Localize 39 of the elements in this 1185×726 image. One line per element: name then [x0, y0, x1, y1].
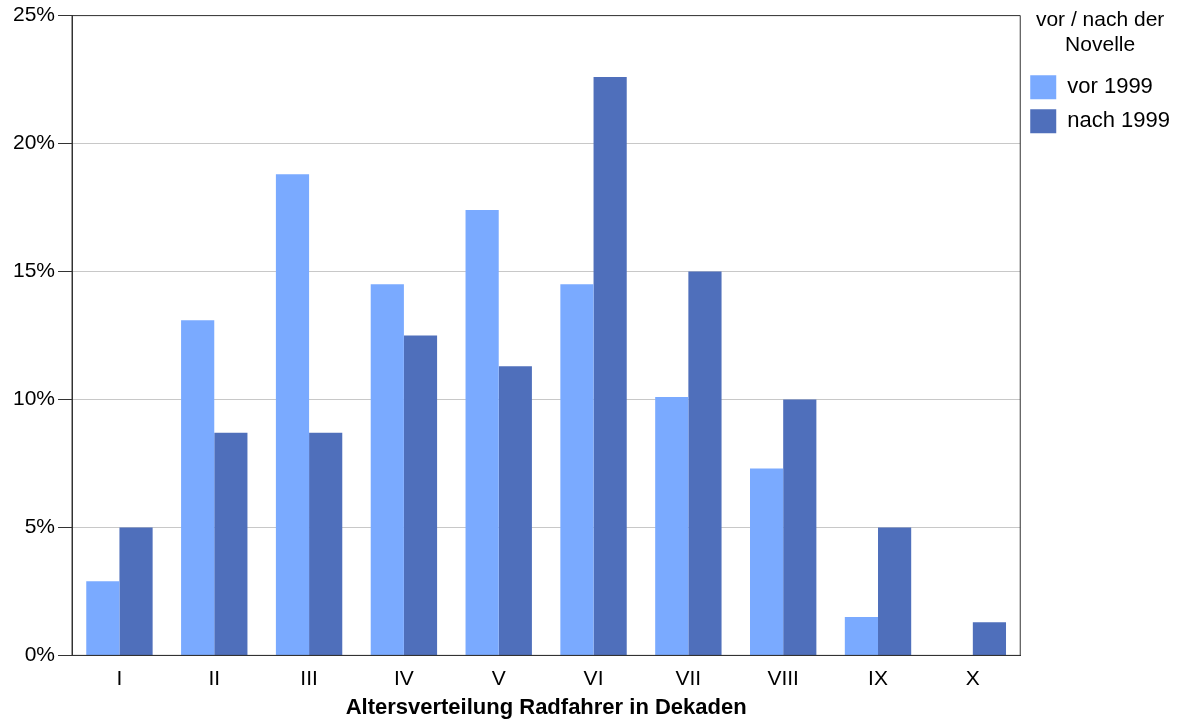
- bar: [878, 527, 912, 655]
- bar: [783, 399, 817, 655]
- bar: [498, 366, 532, 655]
- bar: [309, 432, 343, 655]
- bar: [119, 527, 153, 655]
- x-tick-label: IX: [868, 665, 888, 689]
- x-tick-label: V: [491, 665, 506, 689]
- legend-title: vor / nach der Novelle: [1035, 7, 1165, 56]
- y-tick-label: 25%: [13, 2, 56, 26]
- bar: [275, 174, 310, 655]
- y-tick-label: 0%: [24, 642, 56, 666]
- legend-label: vor 1999: [1067, 73, 1153, 99]
- x-axis-title: Altersverteilung Radfahrer in Dekaden: [345, 693, 747, 719]
- x-tick-label: VIII: [767, 665, 799, 689]
- bar: [403, 335, 438, 655]
- bar: [688, 271, 722, 655]
- bar: [214, 432, 248, 655]
- y-tick-label: 5%: [24, 514, 56, 538]
- bar: [655, 396, 689, 655]
- bar: [844, 617, 879, 655]
- bar: [86, 581, 120, 655]
- x-tick-label: VII: [675, 665, 702, 689]
- bar: [465, 210, 499, 655]
- x-tick-label: X: [965, 665, 980, 689]
- bar: [972, 622, 1007, 655]
- bar: [370, 284, 404, 655]
- x-tick-label: III: [300, 665, 318, 689]
- x-tick-label: VI: [583, 665, 604, 689]
- legend-label: nach 1999: [1067, 107, 1171, 133]
- y-tick-label: 10%: [13, 386, 56, 410]
- bar: [181, 320, 215, 655]
- x-tick-label: I: [116, 665, 123, 689]
- x-tick-label: IV: [393, 665, 414, 689]
- x-tick-label: II: [208, 665, 221, 689]
- bar: [750, 468, 784, 655]
- y-tick-label: 15%: [13, 258, 56, 282]
- bar: [560, 284, 594, 655]
- bar: [593, 77, 627, 655]
- y-tick-label: 20%: [13, 130, 56, 154]
